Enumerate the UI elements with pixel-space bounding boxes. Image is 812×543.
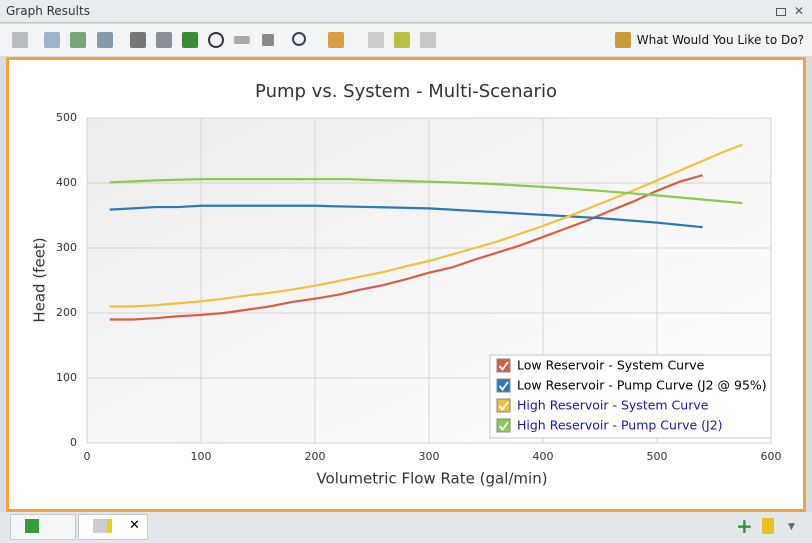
tab-icon [93,519,112,533]
title-bar: Graph Results ✕ [0,0,812,23]
tool-button[interactable] [208,32,224,48]
legend-label: High Reservoir - System Curve [517,398,709,413]
y-tick-label: 500 [56,111,77,124]
tool-button[interactable] [70,32,86,48]
y-tick-label: 200 [56,306,77,319]
tool-button[interactable] [262,34,274,46]
x-tick-label: 500 [647,450,668,463]
tab-bar: ✕ + ▼ [0,512,812,543]
tool-button[interactable] [292,32,306,46]
legend-checkbox[interactable] [496,398,511,413]
tool-button[interactable] [156,32,172,48]
toolbar: What Would You Like to Do? [0,24,812,56]
tab[interactable] [10,514,76,540]
x-tick-label: 300 [419,450,440,463]
legend-check [498,381,509,391]
tab-close[interactable]: ✕ [129,518,140,533]
x-tick-label: 100 [191,450,212,463]
help-text: What Would You Like to Do? [636,33,804,47]
tool-button[interactable] [44,32,60,48]
x-tick-label: 200 [305,450,326,463]
y-axis-label: Head (feet) [31,237,49,322]
tool-button[interactable] [130,32,146,48]
y-tick-label: 300 [56,241,77,254]
legend-label: Low Reservoir - System Curve [517,358,705,373]
y-tick-label: 0 [70,436,77,449]
tool-button[interactable] [234,36,250,44]
legend-check [498,361,509,371]
legend-box [489,354,772,439]
restore-button[interactable] [776,8,786,16]
y-tick-label: 100 [56,371,77,384]
window-title: Graph Results [6,4,90,18]
tool-button[interactable] [368,32,384,48]
x-tick-label: 400 [533,450,554,463]
legend-checkbox[interactable] [496,418,511,433]
legend-check [498,421,509,431]
menu-arrow[interactable]: ▼ [788,522,795,532]
series-line [109,178,743,205]
chart-title: Pump vs. System - Multi-Scenario [255,81,557,102]
add-button[interactable]: + [736,514,753,538]
legend-label: Low Reservoir - Pump Curve (J2 @ 95%) [517,378,767,393]
legend-label: High Reservoir - Pump Curve (J2) [517,418,723,433]
series-line [109,204,703,229]
tool-button[interactable] [420,32,436,48]
x-axis-label: Volumetric Flow Rate (gal/min) [316,470,547,488]
tool-button[interactable] [97,32,113,48]
close-button[interactable]: ✕ [793,4,804,18]
legend-checkbox[interactable] [496,358,511,373]
run-button[interactable] [762,518,774,534]
x-tick-label: 600 [761,450,782,463]
tool-button[interactable] [182,32,198,48]
tool-button[interactable] [12,32,28,48]
y-tick-label: 400 [56,176,77,189]
x-tick-label: 0 [84,450,91,463]
tab-icon [25,519,39,533]
tool-button[interactable] [394,32,410,48]
tool-button[interactable] [328,32,344,48]
series-line [109,143,743,308]
help-button[interactable]: What Would You Like to Do? [614,30,804,50]
tab[interactable]: ✕ [78,514,148,540]
legend-checkbox[interactable] [496,378,511,393]
series-line [109,174,703,321]
legend-check [498,401,509,411]
